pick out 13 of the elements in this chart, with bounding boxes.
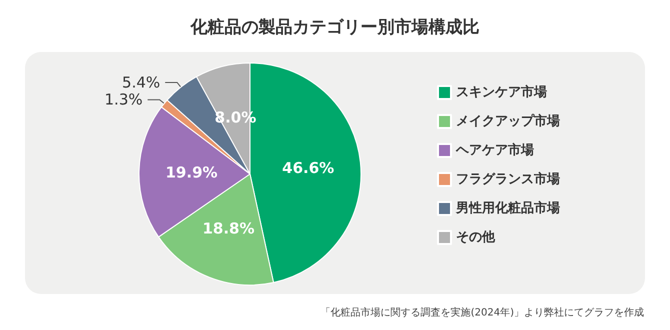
data-label: 46.6% (282, 158, 334, 177)
data-label: 18.8% (202, 219, 254, 238)
chart-title: 化粧品の製品カテゴリー別市場構成比 (190, 18, 480, 38)
legend-label: スキンケア市場 (456, 84, 547, 100)
data-label: 5.4% (122, 73, 160, 92)
data-label: 19.9% (165, 164, 218, 182)
legend-label: メイクアップ市場 (456, 113, 560, 129)
data-label: 1.3% (104, 90, 143, 109)
legend-label: 男性用化粧品市場 (455, 200, 560, 216)
legend-label: その他 (456, 230, 496, 245)
legend-label: フラグランス市場 (456, 171, 560, 187)
legend-label: ヘアケア市場 (455, 142, 534, 158)
text: 「化粧品市場に関する調査を実施(2024年)」より弊社にてグラフを作成 (320, 306, 644, 318)
